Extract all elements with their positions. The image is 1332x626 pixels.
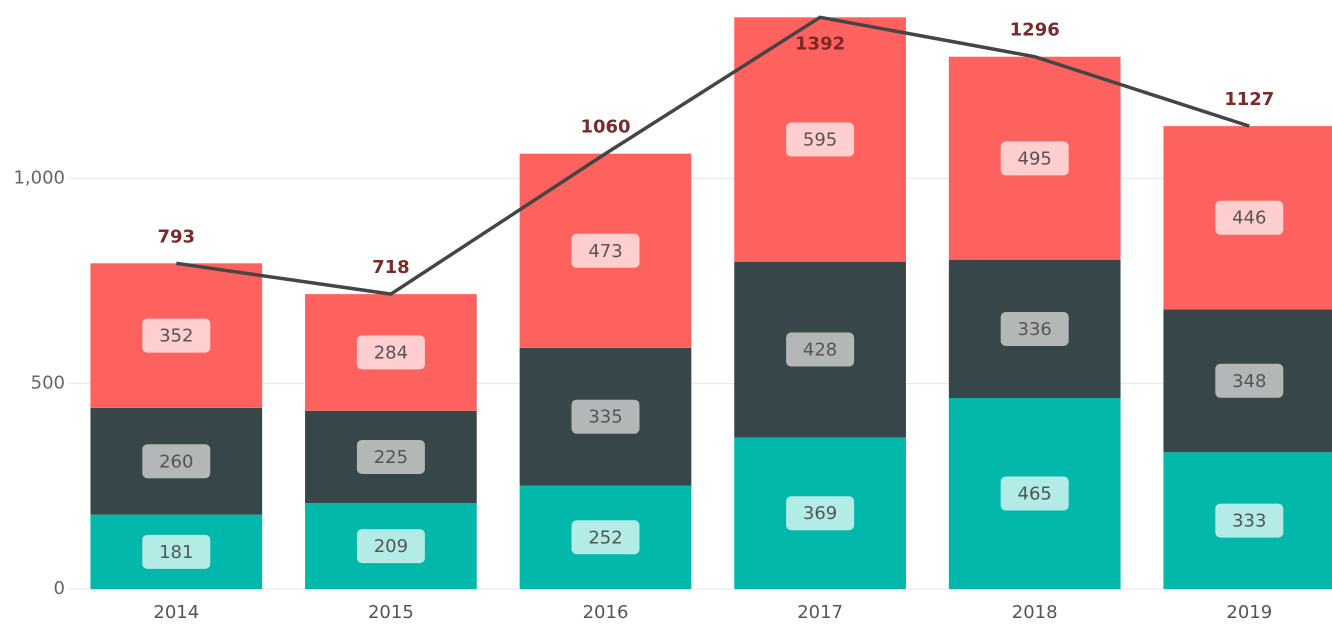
value-label: 465 (1018, 484, 1052, 505)
x-tick-label: 2015 (368, 602, 414, 623)
total-label: 1060 (580, 117, 630, 138)
value-label: 428 (803, 340, 837, 361)
value-label-box (142, 318, 211, 353)
value-label: 595 (803, 129, 837, 150)
value-label: 446 (1232, 208, 1266, 229)
value-label-box (1000, 312, 1069, 347)
value-label-box (786, 496, 855, 531)
value-label: 473 (588, 241, 622, 262)
total-line (176, 15, 1250, 296)
value-label: 225 (374, 447, 408, 468)
y-tick-label: 1,000 (13, 167, 65, 188)
value-label-box (571, 399, 640, 434)
value-label-box (786, 122, 855, 157)
total-label: 1392 (795, 33, 845, 54)
value-label-box (1215, 503, 1284, 538)
x-tick-label: 2017 (797, 602, 843, 623)
value-label: 369 (803, 503, 837, 524)
total-label: 718 (372, 257, 410, 278)
value-label-box (356, 335, 425, 370)
value-label-box (142, 534, 211, 569)
x-tick-label: 2016 (583, 602, 629, 623)
value-label: 336 (1018, 319, 1052, 340)
value-label: 495 (1018, 148, 1052, 169)
value-label: 181 (159, 542, 193, 563)
value-label: 284 (374, 342, 408, 363)
value-label: 348 (1232, 371, 1266, 392)
x-tick-label: 2018 (1012, 602, 1058, 623)
value-label-box (1215, 200, 1284, 235)
value-label-box (142, 444, 211, 479)
total-label: 1127 (1224, 89, 1274, 110)
value-label: 209 (374, 536, 408, 557)
total-label: 1296 (1010, 20, 1060, 41)
value-label: 252 (588, 527, 622, 548)
value-label: 333 (1232, 511, 1266, 532)
value-label: 352 (159, 326, 193, 347)
value-label-box (571, 233, 640, 268)
value-label-box (1000, 476, 1069, 511)
value-label-box (356, 439, 425, 474)
x-tick-label: 2014 (153, 602, 199, 623)
value-label-box (356, 529, 425, 564)
total-label: 793 (158, 226, 196, 247)
value-label-box (571, 520, 640, 555)
y-tick-label: 500 (31, 373, 65, 394)
value-label-box (1000, 141, 1069, 176)
y-tick-label: 0 (54, 578, 65, 599)
value-label-box (786, 332, 855, 367)
value-label: 335 (588, 407, 622, 428)
value-label-box (1215, 363, 1284, 398)
x-tick-label: 2019 (1226, 602, 1272, 623)
value-label: 260 (159, 451, 193, 472)
